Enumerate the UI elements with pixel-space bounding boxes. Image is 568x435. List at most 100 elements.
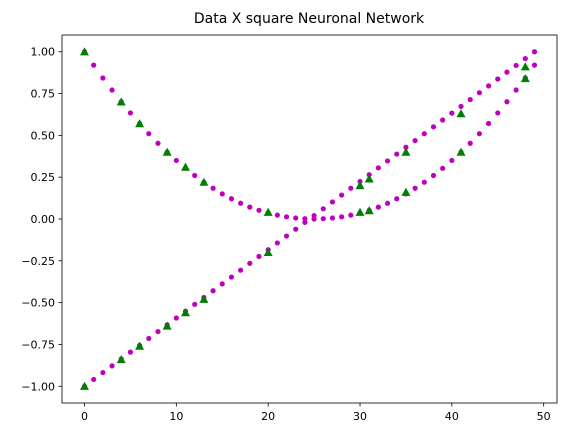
y-tick-label: 1.00 bbox=[31, 46, 56, 59]
data-point-dot bbox=[329, 199, 336, 205]
data-point-dot bbox=[219, 281, 225, 287]
data-point-dot bbox=[531, 62, 538, 68]
data-point-dot bbox=[504, 69, 510, 75]
data-point-dot bbox=[247, 204, 253, 210]
data-point-dot bbox=[210, 185, 216, 191]
data-point-dot bbox=[384, 200, 391, 206]
data-point-dot bbox=[146, 131, 152, 137]
x-tick-label: 40 bbox=[445, 410, 459, 423]
data-point-dot bbox=[274, 240, 280, 246]
data-point-dot bbox=[348, 212, 354, 218]
data-point-dot bbox=[467, 96, 473, 103]
data-point-dot bbox=[100, 369, 106, 376]
data-point-dot bbox=[329, 215, 336, 221]
data-point-dot bbox=[412, 185, 418, 191]
data-point-dot bbox=[109, 87, 115, 93]
data-point-dot bbox=[440, 165, 446, 171]
x-tick-label: 0 bbox=[81, 410, 88, 423]
axes: 0 10 20 30 40 50 −1.00 −0.75 −0.50 −0.25 0.00 0.25 0… bbox=[21, 34, 558, 423]
data-point-triangle bbox=[80, 381, 89, 390]
data-point-triangle bbox=[263, 247, 273, 257]
data-point-dot bbox=[311, 216, 317, 222]
data-point-dot bbox=[495, 76, 501, 82]
data-point-triangle bbox=[116, 355, 126, 364]
data-point-dot bbox=[449, 110, 455, 116]
data-point-dot bbox=[384, 158, 391, 164]
data-point-dot bbox=[412, 137, 418, 144]
data-point-triangle bbox=[520, 62, 530, 71]
data-point-dot bbox=[320, 206, 326, 212]
y-tick-label: −0.50 bbox=[21, 297, 55, 310]
data-point-dot bbox=[375, 204, 381, 210]
x-tick-label: 50 bbox=[537, 410, 551, 423]
data-point-triangle bbox=[181, 308, 191, 317]
data-point-dot bbox=[449, 157, 455, 164]
data-point-dot bbox=[238, 200, 244, 206]
data-point-dot bbox=[127, 349, 134, 355]
data-point-dot bbox=[513, 62, 519, 69]
data-point-dot bbox=[219, 191, 225, 197]
data-point-dot bbox=[283, 214, 290, 220]
data-point-dot bbox=[155, 140, 161, 146]
data-point-dot bbox=[256, 207, 262, 213]
data-point-dot bbox=[485, 83, 492, 89]
data-point-dot bbox=[127, 110, 134, 116]
data-point-triangle bbox=[135, 341, 145, 350]
plot-marks bbox=[80, 47, 538, 390]
data-point-dot bbox=[495, 110, 501, 116]
data-point-triangle bbox=[456, 147, 466, 156]
data-point-dot bbox=[173, 157, 179, 164]
data-point-dot bbox=[228, 274, 235, 280]
data-point-dot bbox=[421, 131, 427, 137]
data-point-dot bbox=[192, 172, 198, 179]
data-point-triangle bbox=[162, 321, 172, 330]
data-point-dot bbox=[228, 196, 235, 202]
data-point-triangle bbox=[401, 187, 411, 196]
data-point-dot bbox=[458, 103, 464, 110]
data-point-triangle bbox=[199, 294, 209, 303]
data-point-dot bbox=[348, 185, 354, 191]
data-point-dot bbox=[256, 253, 262, 260]
data-point-dot bbox=[504, 99, 510, 105]
data-point-dot bbox=[485, 120, 492, 127]
data-point-dot bbox=[100, 75, 106, 81]
data-point-dot bbox=[293, 215, 299, 221]
data-point-dot bbox=[430, 124, 437, 130]
data-point-triangle bbox=[135, 119, 145, 128]
y-tick-label: −1.00 bbox=[21, 380, 55, 393]
data-point-triangle bbox=[199, 177, 209, 186]
data-point-dot bbox=[440, 117, 446, 123]
data-point-dot bbox=[531, 49, 538, 55]
y-tick-label: −0.25 bbox=[21, 255, 55, 268]
data-point-dot bbox=[274, 212, 280, 218]
data-point-triangle bbox=[355, 181, 365, 190]
data-point-triangle bbox=[162, 147, 172, 156]
data-point-triangle bbox=[355, 207, 365, 216]
data-point-dot bbox=[513, 87, 519, 93]
data-point-triangle bbox=[116, 97, 126, 106]
y-tick-label: 0.00 bbox=[31, 213, 56, 226]
data-point-dot bbox=[155, 328, 161, 335]
data-point-triangle bbox=[181, 162, 191, 171]
data-point-dot bbox=[173, 315, 179, 321]
data-point-triangle bbox=[401, 147, 411, 156]
data-point-triangle bbox=[80, 47, 89, 56]
data-point-dot bbox=[238, 267, 244, 273]
data-point-dot bbox=[375, 165, 381, 171]
data-point-dot bbox=[247, 260, 253, 266]
data-point-dot bbox=[210, 288, 216, 294]
data-point-dot bbox=[421, 179, 427, 185]
data-point-dot bbox=[293, 226, 299, 232]
data-point-dot bbox=[109, 363, 115, 369]
chart-title: Data X square Neuronal Network bbox=[194, 11, 425, 27]
data-point-dot bbox=[403, 144, 409, 150]
y-tick-label: 0.25 bbox=[31, 171, 56, 184]
data-point-dot bbox=[430, 172, 437, 179]
data-point-triangle bbox=[263, 207, 273, 216]
data-point-triangle bbox=[364, 206, 374, 215]
data-point-dot bbox=[394, 196, 400, 202]
x-tick-label: 20 bbox=[261, 410, 275, 423]
data-point-dot bbox=[476, 131, 482, 137]
data-point-dot bbox=[522, 55, 528, 62]
